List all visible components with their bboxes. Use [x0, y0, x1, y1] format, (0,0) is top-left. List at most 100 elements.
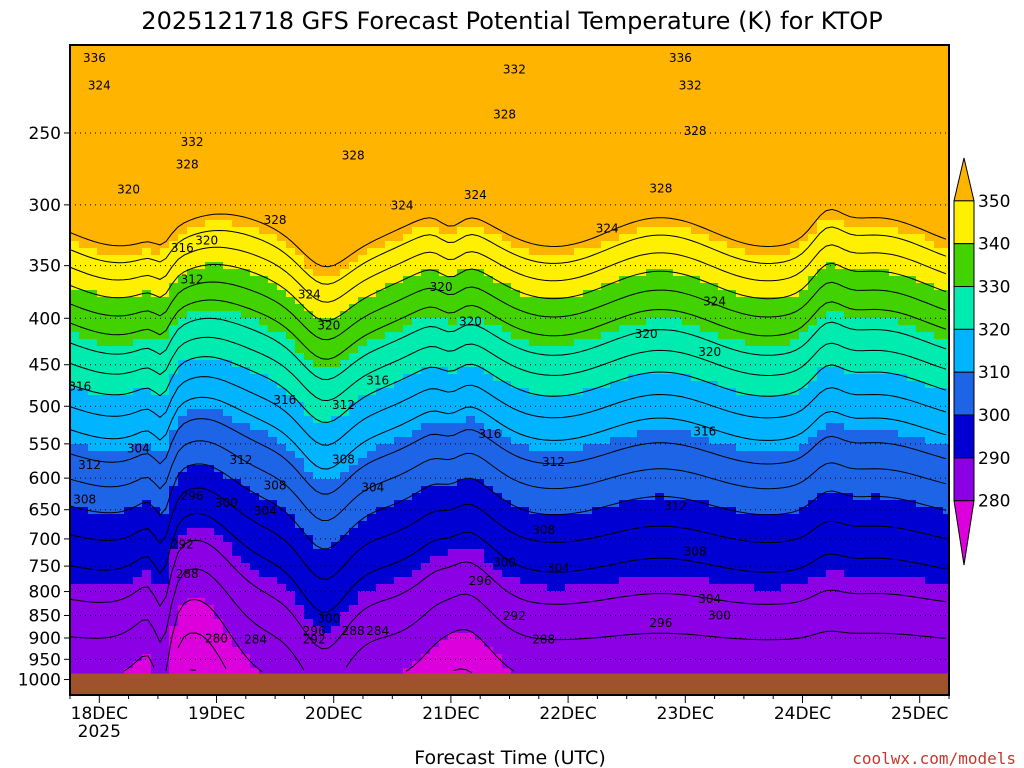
band-cell	[430, 213, 440, 221]
band-cell	[160, 360, 170, 368]
band-cell	[115, 199, 125, 207]
band-cell	[520, 157, 530, 165]
band-cell	[430, 143, 440, 151]
band-cell	[232, 52, 242, 60]
band-cell	[448, 493, 458, 501]
band-cell	[538, 143, 548, 151]
band-cell	[457, 353, 467, 361]
band-cell	[547, 129, 557, 137]
band-cell	[70, 220, 80, 228]
band-cell	[538, 633, 548, 641]
band-cell	[250, 409, 260, 417]
band-cell	[538, 87, 548, 95]
band-cell	[376, 633, 386, 641]
band-cell	[169, 199, 179, 207]
band-cell	[124, 521, 134, 529]
band-cell	[106, 101, 116, 109]
band-cell	[349, 269, 359, 277]
band-cell	[79, 353, 89, 361]
band-cell	[448, 136, 458, 144]
band-cell	[241, 437, 251, 445]
band-cell	[88, 430, 98, 438]
band-cell	[475, 360, 485, 368]
band-cell	[115, 570, 125, 578]
band-cell	[358, 129, 368, 137]
band-cell	[502, 101, 512, 109]
band-cell	[385, 500, 395, 508]
band-cell	[286, 213, 296, 221]
band-cell	[331, 668, 341, 676]
band-cell	[403, 164, 413, 172]
band-cell	[385, 346, 395, 354]
band-cell	[439, 192, 449, 200]
band-cell	[223, 66, 233, 74]
band-cell	[466, 528, 476, 536]
band-cell	[412, 598, 422, 606]
band-cell	[340, 45, 350, 53]
band-cell	[268, 87, 278, 95]
band-cell	[79, 45, 89, 53]
band-cell	[79, 409, 89, 417]
band-cell	[214, 262, 224, 270]
band-cell	[547, 304, 557, 312]
band-cell	[430, 647, 440, 655]
band-cell	[439, 647, 449, 655]
band-cell	[367, 668, 377, 676]
band-cell	[178, 563, 188, 571]
band-cell	[367, 318, 377, 326]
band-cell	[475, 374, 485, 382]
band-cell	[277, 157, 287, 165]
band-cell	[97, 640, 107, 648]
band-cell	[331, 52, 341, 60]
band-cell	[106, 227, 116, 235]
band-cell	[232, 668, 242, 676]
band-cell	[88, 521, 98, 529]
band-cell	[430, 59, 440, 67]
band-cell	[448, 402, 458, 410]
band-cell	[484, 584, 494, 592]
band-cell	[160, 535, 170, 543]
band-cell	[304, 591, 314, 599]
band-cell	[106, 619, 116, 627]
band-cell	[232, 402, 242, 410]
band-cell	[322, 451, 332, 459]
band-cell	[187, 353, 197, 361]
band-cell	[331, 157, 341, 165]
band-cell	[304, 262, 314, 270]
band-cell	[448, 248, 458, 256]
band-cell	[151, 353, 161, 361]
band-cell	[430, 661, 440, 669]
band-cell	[151, 108, 161, 116]
band-cell	[124, 346, 134, 354]
band-cell	[232, 444, 242, 452]
band-cell	[547, 87, 557, 95]
band-cell	[502, 276, 512, 284]
band-cell	[493, 570, 503, 578]
band-cell	[529, 101, 539, 109]
band-cell	[538, 626, 548, 634]
band-cell	[97, 584, 107, 592]
band-cell	[241, 563, 251, 571]
band-cell	[349, 255, 359, 263]
band-cell	[133, 283, 143, 291]
band-cell	[466, 584, 476, 592]
band-cell	[421, 486, 431, 494]
band-cell	[313, 598, 323, 606]
band-cell	[196, 647, 206, 655]
band-cell	[430, 598, 440, 606]
band-cell	[421, 661, 431, 669]
band-cell	[286, 311, 296, 319]
band-cell	[520, 626, 530, 634]
band-cell	[466, 395, 476, 403]
band-cell	[367, 276, 377, 284]
band-cell	[349, 311, 359, 319]
band-cell	[448, 619, 458, 627]
band-cell	[214, 101, 224, 109]
band-cell	[304, 220, 314, 228]
band-cell	[313, 80, 323, 88]
band-cell	[511, 493, 521, 501]
band-cell	[142, 381, 152, 389]
band-cell	[142, 59, 152, 67]
band-cell	[160, 381, 170, 389]
band-cell	[115, 409, 125, 417]
